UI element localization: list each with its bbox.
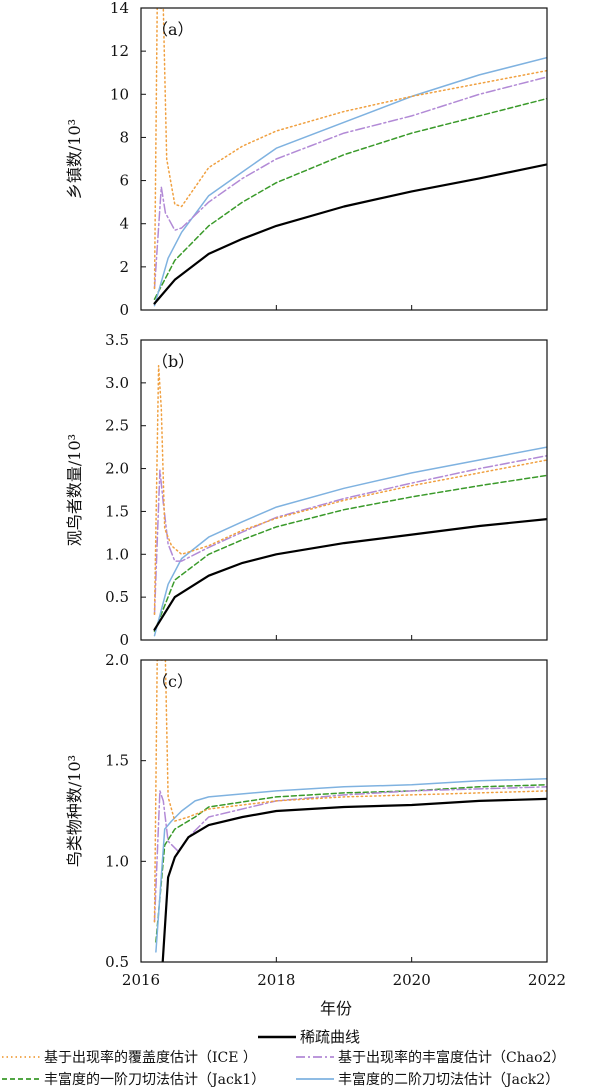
legend-item-rarefaction: 稀疏曲线 (258, 1028, 360, 1046)
y-tick-label: 2.5 (105, 417, 129, 435)
y-tick-label: 14 (110, 0, 129, 17)
legend-item-jack2: 丰富度的二阶刀切法估计（Jack2） (296, 1071, 559, 1088)
y-tick-label: 1.5 (105, 752, 129, 770)
x-tick-label: 2020 (393, 971, 431, 989)
legend-label: 基于出现率的覆盖度估计（ICE ） (44, 1049, 257, 1066)
legend-item-jack1: 丰富度的一阶刀切法估计（Jack1） (2, 1071, 265, 1088)
y-tick-label: 0 (119, 631, 129, 649)
panel-a: 0 2 4 6 8 10 12 14 乡镇数/10³ （a） (65, 0, 548, 319)
y-tick-label: 0 (119, 301, 129, 319)
x-tick-label: 2016 (122, 971, 160, 989)
series-line-chao2 (153, 786, 547, 923)
y-tick-label: 0.5 (105, 588, 129, 606)
legend-item-ice: 基于出现率的覆盖度估计（ICE ） (2, 1049, 257, 1066)
panel-label: （c） (152, 672, 193, 691)
legend-label: 丰富度的一阶刀切法估计（Jack1） (44, 1071, 265, 1088)
series-line-jack2 (153, 446, 547, 637)
y-tick-label: 12 (110, 42, 129, 60)
x-tick-label: 2018 (257, 971, 295, 989)
y-tick-label: 2.0 (105, 651, 129, 669)
legend-label: 丰富度的二阶刀切法估计（Jack2） (338, 1071, 559, 1088)
y-axis-label: 乡镇数/10³ (65, 119, 84, 199)
legend-label: 稀疏曲线 (300, 1028, 360, 1046)
series-line-jack1 (153, 97, 547, 300)
plot-frame (140, 659, 548, 963)
panel-label: （b） (152, 352, 194, 371)
legend-label: 基于出现率的丰富度估计（Chao2） (338, 1049, 565, 1066)
series-line-chao2 (153, 454, 547, 616)
y-tick-label: 8 (119, 128, 129, 146)
series-line-ice (153, 660, 547, 923)
x-tick-label: 2022 (528, 971, 566, 989)
series-line-rarefaction (153, 163, 547, 305)
y-tick-label: 3.0 (105, 374, 129, 392)
series-line-rarefaction (153, 517, 547, 631)
series-group (153, 364, 547, 637)
y-tick-label: 10 (110, 85, 129, 103)
series-line-ice (153, 364, 547, 616)
legend-item-chao2: 基于出现率的丰富度估计（Chao2） (296, 1049, 565, 1066)
series-line-rarefaction (161, 797, 547, 962)
series-line-ice (153, 8, 547, 290)
series-line-jack2 (153, 56, 547, 307)
x-axis-label: 年份 (320, 999, 352, 1018)
panel-label: （a） (152, 20, 194, 39)
y-tick-label: 4 (119, 215, 129, 233)
panel-c: 0.5 1.0 1.5 2.0 鸟类物种数/10³ （c） (65, 651, 548, 971)
y-axis-label: 鸟类物种数/10³ (65, 755, 84, 867)
series-line-jack2 (155, 778, 547, 953)
y-tick-label: 1.0 (105, 852, 129, 870)
y-tick-label: 2.0 (105, 460, 129, 478)
y-tick-label: 3.5 (105, 331, 129, 349)
series-line-jack1 (153, 474, 547, 633)
y-tick-label: 2 (119, 258, 129, 276)
plot-frame (140, 7, 548, 311)
series-line-chao2 (153, 76, 547, 290)
panel-b: 0 0.5 1.0 1.5 2.0 2.5 3.0 3.5 观鸟者数量/10³ （b） (65, 331, 548, 649)
series-line-jack1 (155, 784, 547, 943)
y-tick-label: 1.0 (105, 545, 129, 563)
y-tick-label: 0.5 (105, 953, 129, 971)
series-group (153, 660, 547, 962)
y-tick-label: 1.5 (105, 502, 129, 520)
y-axis-label: 观鸟者数量/10³ (65, 434, 84, 546)
series-group (153, 8, 547, 307)
plot-frame (140, 339, 548, 641)
y-tick-label: 6 (119, 172, 129, 190)
